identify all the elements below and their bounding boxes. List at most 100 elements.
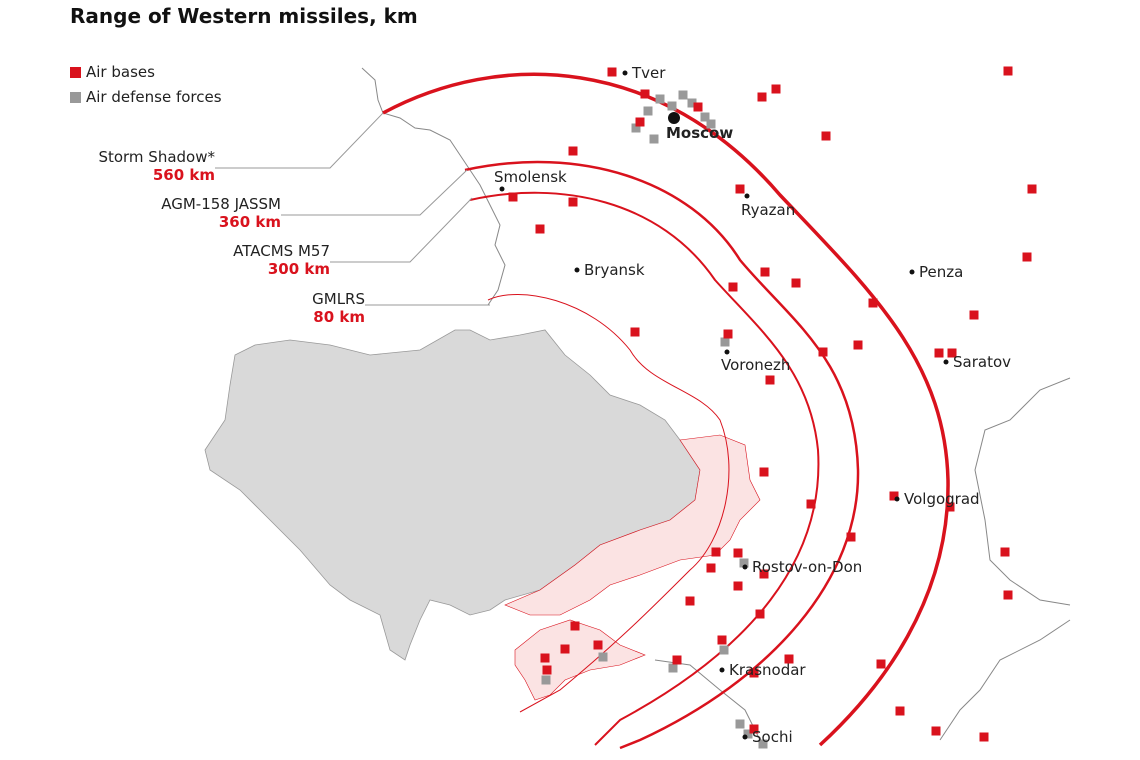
- air-base-marker: [535, 224, 545, 234]
- border-line: [939, 619, 1071, 741]
- air-base-marker: [934, 348, 944, 358]
- air-base-marker: [1003, 590, 1013, 600]
- city-label: Penza: [919, 263, 963, 281]
- weapon-range: 80 km: [313, 308, 365, 326]
- weapon-name: Storm Shadow*: [98, 148, 215, 166]
- air-defense-marker: [743, 729, 753, 739]
- air-defense-marker: [655, 94, 665, 104]
- air-base-marker: [540, 653, 550, 663]
- air-base-marker: [693, 102, 703, 112]
- city-dot: [943, 359, 949, 365]
- air-defense-marker: [720, 337, 730, 347]
- air-defense-marker: [667, 101, 677, 111]
- ukraine: [204, 329, 701, 661]
- weapon-label-jassm: AGM-158 JASSM 360 km: [80, 195, 281, 231]
- air-base-marker: [945, 502, 955, 512]
- air-base-marker: [931, 726, 941, 736]
- air-base-marker: [568, 197, 578, 207]
- air-base-marker: [630, 327, 640, 337]
- air-defense-marker: [739, 558, 749, 568]
- air-defense-marker: [706, 119, 716, 129]
- air-base-marker: [791, 278, 801, 288]
- air-base-marker: [749, 724, 759, 734]
- weapon-range: 300 km: [267, 260, 330, 278]
- city-dot: [719, 667, 725, 673]
- leader-line: [330, 197, 473, 263]
- city-dot: [894, 496, 900, 502]
- air-base-marker: [685, 596, 695, 606]
- city-label: Volgograd: [904, 490, 980, 508]
- air-base-marker: [979, 732, 989, 742]
- air-defense-marker: [643, 106, 653, 116]
- air-base-marker: [895, 706, 905, 716]
- crimea: [514, 619, 646, 701]
- weapon-name: AGM-158 JASSM: [161, 195, 281, 213]
- weapon-label-storm-shadow: Storm Shadow* 560 km: [40, 148, 215, 184]
- air-defense-marker: [719, 645, 729, 655]
- air-defense-marker: [649, 134, 659, 144]
- legend-label: Air bases: [86, 63, 155, 81]
- legend-item-air-defense: Air defense forces: [70, 88, 222, 106]
- air-base-marker: [889, 491, 899, 501]
- air-base-marker: [784, 654, 794, 664]
- air-base-marker: [749, 668, 759, 678]
- air-base-marker: [755, 609, 765, 619]
- city-dot: [742, 734, 748, 740]
- city-dot: [909, 269, 915, 275]
- range-arc-jassm: [464, 160, 860, 750]
- air-base-marker: [868, 298, 878, 308]
- air-defense-marker: [758, 739, 768, 749]
- range-arc-atacms: [469, 191, 820, 746]
- occupied-territory: [504, 434, 761, 616]
- air-defense-marker: [687, 98, 697, 108]
- city-label: Voronezh: [721, 356, 790, 374]
- city-dot: [499, 186, 505, 192]
- air-defense-marker: [735, 719, 745, 729]
- air-base-marker: [607, 67, 617, 77]
- air-base-marker: [728, 282, 738, 292]
- air-base-marker: [765, 375, 775, 385]
- city-label: Rostov-on-Don: [752, 558, 862, 576]
- weapon-name: ATACMS M57: [233, 242, 330, 260]
- air-defense-marker: [700, 112, 710, 122]
- air-base-marker: [568, 146, 578, 156]
- city-dot: [574, 267, 580, 273]
- air-base-marker: [711, 547, 721, 557]
- map-title: Range of Western missiles, km: [70, 4, 418, 28]
- air-base-marker: [846, 532, 856, 542]
- air-base-marker: [640, 89, 650, 99]
- air-base-marker: [1000, 547, 1010, 557]
- air-base-marker: [806, 499, 816, 509]
- city-label: Ryazan: [741, 201, 795, 219]
- air-base-marker: [717, 635, 727, 645]
- air-base-marker: [760, 267, 770, 277]
- air-base-marker: [706, 563, 716, 573]
- range-arc-gmlrs: [487, 294, 730, 713]
- air-base-marker: [759, 467, 769, 477]
- air-base-marker: [947, 348, 957, 358]
- weapon-range: 560 km: [152, 166, 215, 184]
- air-base-marker: [542, 665, 552, 675]
- border-line: [361, 67, 506, 306]
- air-base-marker: [1003, 66, 1013, 76]
- air-base-marker: [821, 131, 831, 141]
- weapon-range: 360 km: [218, 213, 281, 231]
- city-label: Bryansk: [584, 261, 645, 279]
- air-base-marker: [969, 310, 979, 320]
- air-base-marker: [759, 569, 769, 579]
- air-base-marker: [593, 640, 603, 650]
- city-dot: [724, 349, 730, 355]
- leader-line: [281, 169, 468, 216]
- air-base-marker: [876, 659, 886, 669]
- city-label: Saratov: [953, 353, 1011, 371]
- air-base-marker: [853, 340, 863, 350]
- city-label: Krasnodar: [729, 661, 806, 679]
- city-dot: [622, 70, 628, 76]
- air-base-marker: [508, 192, 518, 202]
- air-base-marker: [560, 644, 570, 654]
- city-dot: [742, 564, 748, 570]
- weapon-name: GMLRS: [312, 290, 365, 308]
- air-base-marker: [818, 347, 828, 357]
